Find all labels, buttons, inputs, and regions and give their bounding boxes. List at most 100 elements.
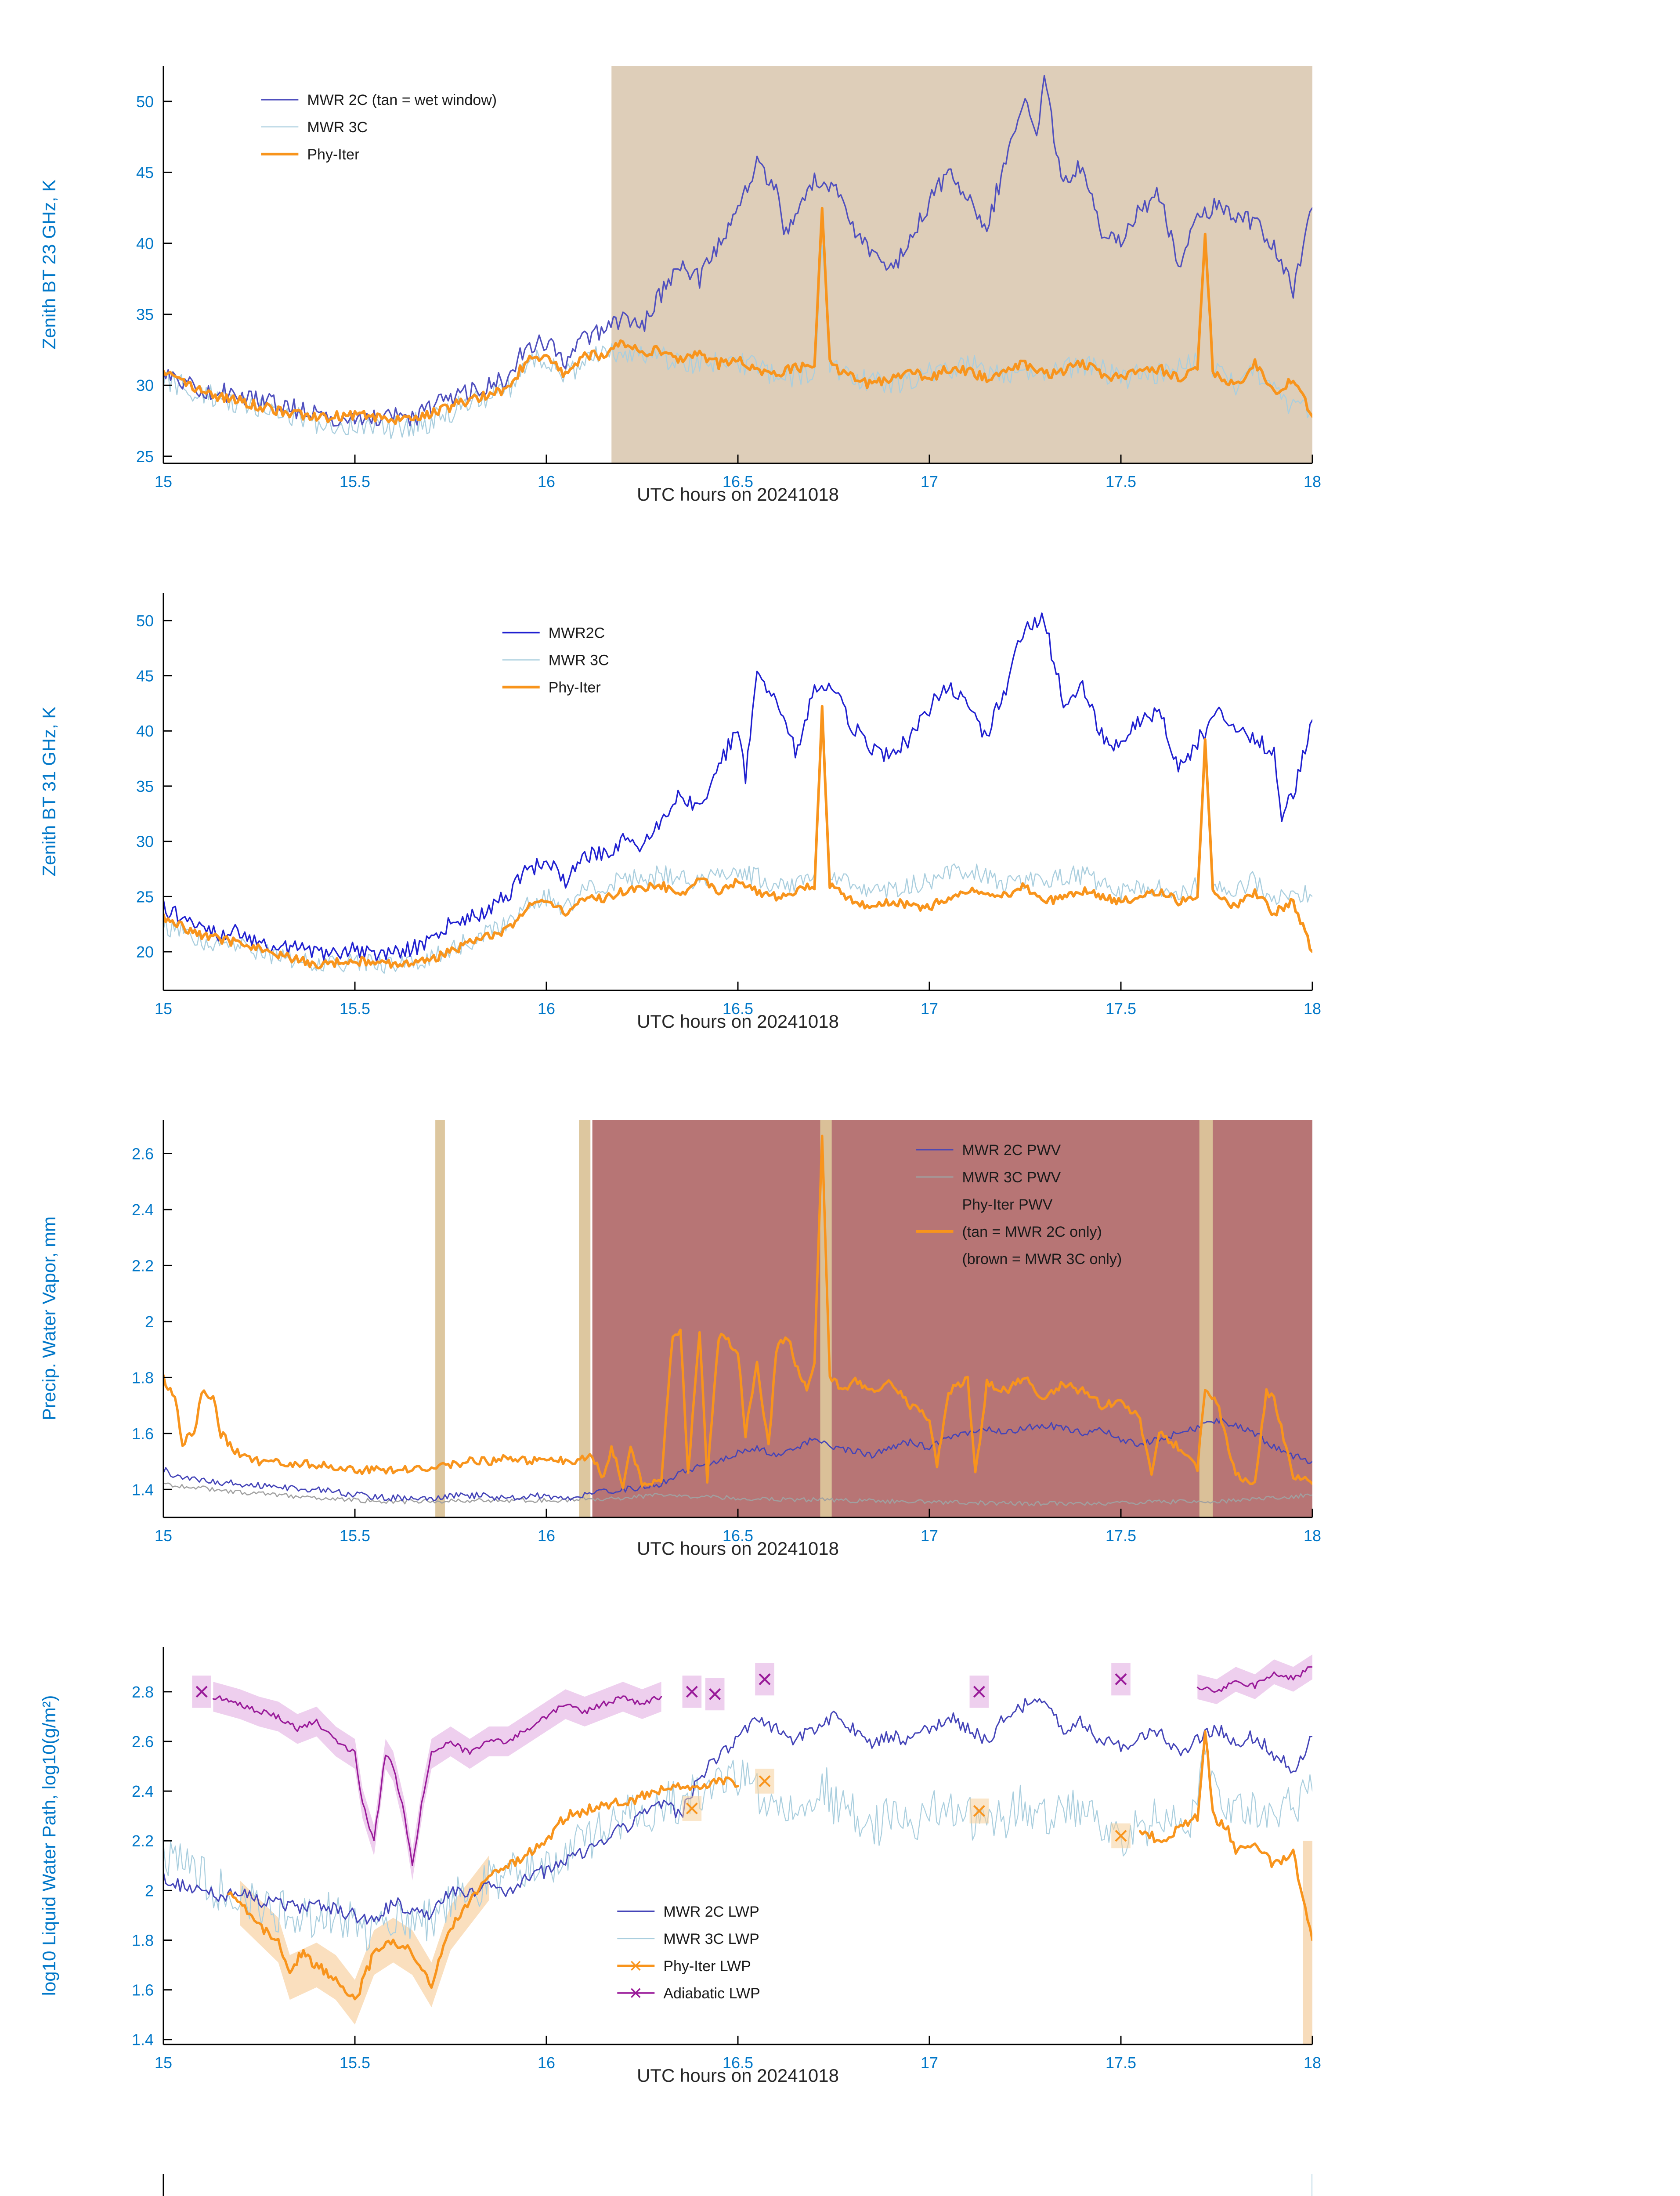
highlight-stripe [1199,1120,1213,1517]
y-tick-label: 35 [136,306,154,324]
legend-label: MWR 2C LWP [663,1903,759,1920]
x-tick-label: 15.5 [340,2054,370,2072]
mwr3c-only-shade [592,1120,1312,1517]
legend: MWR 2C PWV MWR 3C PWV Phy-Iter PWV (tan = M… [916,1142,1122,1268]
y-tick-label: 40 [136,722,154,740]
x-tick-label: 18 [1304,2054,1321,2072]
y-tick-label: 25 [136,448,154,466]
x-tick-label: 16.5 [723,1527,753,1545]
chart-panel-lwp: 15 15.5 16 16.5 17 17.5 18 1.4 1.6 1.8 2 2.2 2.4 2.6 2… [0,1581,1680,2108]
y-tick-label: 1.8 [132,1931,154,1949]
y-tick-label: 2.6 [132,1145,154,1163]
Phy-Iter b31 [163,705,1312,970]
x-tick-label: 16 [538,2054,555,2072]
plot-area [1311,2174,1312,2196]
y-tick-label: 30 [136,376,154,394]
x-tick-label: 17.5 [1106,473,1136,491]
plot-area [163,612,1312,974]
x-tick-label: 17.5 [1106,2054,1136,2072]
y-tick-label: 1.4 [132,1481,154,1499]
y-tick-label: 2 [145,1313,154,1331]
y-tick-label: 2.2 [132,1832,154,1850]
y-tick-label: 2.4 [132,1782,154,1800]
x-axis-label-2: UTC hours on 20241018 [637,1011,839,1032]
y-tick-label: 45 [136,163,154,181]
chart-panel-bt31: 15 15.5 16 16.5 17 17.5 18 20 25 30 35 40 45 50 MWR2C M… [0,527,1680,1054]
x-tick-label: 17.5 [1106,1527,1136,1545]
legend-label: Adiabatic LWP [663,1985,760,2002]
x-tick-label: 17 [921,2054,938,2072]
Phy-Iter [163,207,1312,425]
legend-label: MWR 2C PWV [962,1142,1061,1159]
MWR 2C LWP [163,1698,1312,1925]
x-tick-label: 18 [1304,473,1321,491]
y-tick-label: 1.6 [132,1425,154,1443]
y-tick-label: 2.6 [132,1733,154,1751]
plot-area [163,66,1312,463]
wet-window-shade [611,66,1312,463]
y-tick-label: 50 [136,93,154,111]
adiabatic-lwp-band-a [213,1682,661,1881]
legend-label: MWR 3C PWV [962,1169,1061,1186]
y-tick-label: 2.2 [132,1257,154,1275]
plot-area [163,1120,1312,1517]
y-tick-label: 2.4 [132,1201,154,1219]
legend-label: (tan = MWR 2C only) [962,1224,1102,1240]
highlight-stripe [579,1120,591,1517]
Adiabatic LWP a [212,1695,662,1866]
x-tick-label: 17 [921,473,938,491]
bt23-chart: 15 15.5 16 16.5 17 17.5 18 25 30 35 40 45 50 MWR 2C (… [136,66,1321,491]
highlight-stripe [1303,1841,1312,2044]
legend: MWR2C MWR 3C Phy-Iter [502,625,609,696]
y-tick-label: 40 [136,235,154,253]
y-tick-label: 35 [136,777,154,795]
legend-label: MWR 3C LWP [663,1931,759,1947]
legend-label: MWR2C [549,625,605,642]
y-tick-label: 1.4 [132,2031,154,2049]
MWR 3C PWV [163,1482,1312,1506]
legend-label: Phy-Iter [549,679,601,696]
y-tick-label: 30 [136,833,154,851]
axes: 15 15.5 16 16.5 17 17.5 18 1.4 1.6 1.8 2 2.2 2.4 2.6 [132,1120,1321,1545]
MWR 3C [163,238,1312,439]
legend-label: Phy-Iter PWV [962,1196,1052,1213]
Phy-Iter LWP b [1138,1730,1312,1942]
Adiabatic LWP b [1196,1666,1312,1693]
x-axis-label-4: UTC hours on 20241018 [637,2065,839,2086]
x-tick-label: 16.5 [723,1000,753,1018]
x-tick-label: 15 [155,2054,172,2072]
y-tick-label: 20 [136,943,154,961]
x-axis-label-1: UTC hours on 20241018 [637,484,839,505]
x-tick-label: 16 [538,473,555,491]
highlight-stripe [435,1120,445,1517]
x-axis-label-3: UTC hours on 20241018 [637,1538,839,1559]
phy-iter-lwp-band [240,1856,489,2025]
pwv-chart: 15 15.5 16 16.5 17 17.5 18 1.4 1.6 1.8 2 2.2 2.4 2.6 M… [132,1120,1321,1545]
MWR 2C (tan = wet window) [163,75,1312,427]
y-axis-label-lwp: log10 Liquid Water Path, log10(g/m²) [39,1695,59,1996]
legend-label: MWR 3C [549,652,609,669]
x-tick-label: 15 [155,473,172,491]
x-tick-label: 15 [155,1527,172,1545]
x-tick-label: 18 [1304,1000,1321,1018]
y-tick-label: 1.8 [132,1369,154,1387]
legend-label: Phy-Iter [307,146,359,163]
y-tick-label: 25 [136,888,154,906]
plot-area [163,1654,1312,2044]
y-tick-label: 2.8 [132,1683,154,1701]
chart-panel-bt23: 15 15.5 16 16.5 17 17.5 18 25 30 35 40 45 50 MWR 2C (… [0,0,1680,527]
x-tick-label: 18 [1304,1527,1321,1545]
Phy-Iter PWV [163,1134,1312,1489]
axes: 15 15.5 16 16.5 17 17.5 18 1.4 1.6 1.8 2 2.2 2.4 2.6 2… [132,1647,1321,2072]
y-axis-label-pwv: Precip. Water Vapor, mm [39,1216,59,1421]
legend: MWR 2C LWP MWR 3C LWP Phy-Iter LWP Adiabati… [617,1903,760,2002]
x-tick-label: 16 [538,1000,555,1018]
x-tick-label: 17.5 [1106,1000,1136,1018]
axes: 15 15.5 16 16.5 17 17.5 18 20 25 30 35 40 45 50 [136,593,1321,1018]
MWR2C b31 [163,612,1312,962]
bt31-chart: 15 15.5 16 16.5 17 17.5 1820253035404550MWR2CM… [136,593,1321,1018]
